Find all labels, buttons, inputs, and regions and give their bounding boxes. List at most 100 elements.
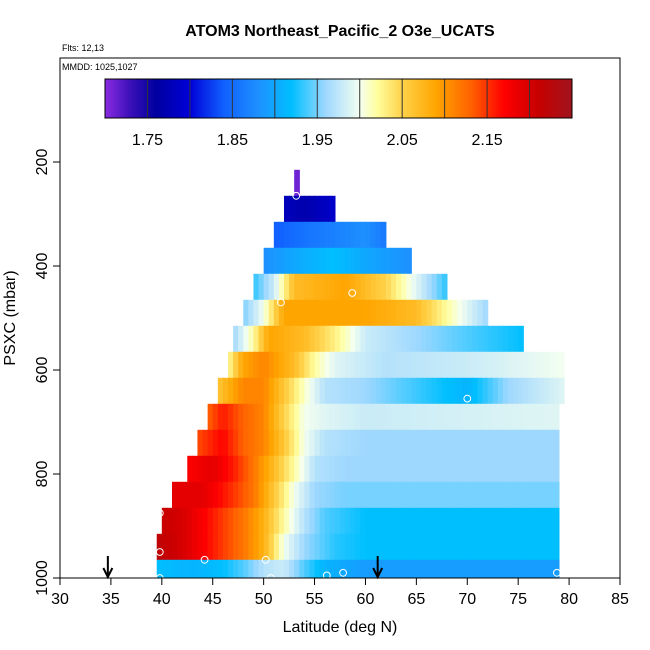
heatmap-cell bbox=[487, 455, 494, 483]
heatmap-cell bbox=[426, 377, 433, 405]
heatmap-cell bbox=[548, 481, 555, 509]
heatmap-cell bbox=[289, 299, 295, 327]
heatmap-cell bbox=[513, 455, 519, 483]
heatmap-cell bbox=[294, 247, 300, 275]
heatmap-cell bbox=[441, 299, 448, 327]
heatmap-cell bbox=[248, 533, 255, 561]
heatmap-cell bbox=[477, 533, 484, 561]
heatmap-cell bbox=[528, 455, 535, 483]
heatmap-cell bbox=[533, 351, 540, 379]
heatmap-cell bbox=[467, 325, 473, 353]
heatmap-cell bbox=[446, 403, 453, 431]
heatmap-cell bbox=[278, 507, 285, 535]
heatmap-cell bbox=[289, 273, 295, 301]
heatmap-cell bbox=[513, 533, 519, 561]
observation-marker bbox=[463, 394, 472, 403]
x-tick-label: 65 bbox=[407, 591, 425, 608]
heatmap-cell bbox=[436, 351, 443, 379]
heatmap-cell bbox=[350, 325, 356, 353]
boundary-arrows bbox=[102, 556, 384, 580]
heatmap-cell bbox=[477, 559, 484, 578]
heatmap-cell bbox=[309, 403, 316, 431]
heatmap-cell bbox=[197, 429, 204, 457]
heatmap-cell bbox=[273, 481, 280, 509]
heatmap-cell bbox=[533, 403, 540, 431]
heatmap-cell bbox=[314, 247, 321, 275]
heatmap-cell bbox=[329, 247, 336, 275]
heatmap-cell bbox=[345, 377, 351, 405]
heatmap-cell bbox=[304, 481, 311, 509]
heatmap-cell bbox=[360, 559, 367, 578]
heatmap-cell bbox=[334, 429, 341, 457]
heatmap-cell bbox=[370, 247, 377, 275]
observation-marker bbox=[155, 509, 164, 517]
heatmap-cell bbox=[289, 403, 295, 431]
heatmap-cell bbox=[543, 507, 550, 535]
heatmap-cell bbox=[314, 325, 321, 353]
heatmap-cell bbox=[375, 533, 382, 561]
heatmap-cell bbox=[299, 507, 305, 535]
heatmap-cell bbox=[273, 377, 280, 405]
heatmap-cell bbox=[304, 325, 311, 353]
heatmap-cell bbox=[518, 507, 524, 535]
heatmap-cell bbox=[212, 507, 219, 535]
observation-marker bbox=[553, 568, 561, 577]
heatmap-cell bbox=[385, 299, 392, 327]
heatmap-cell bbox=[523, 403, 529, 431]
heatmap-cell bbox=[238, 351, 244, 379]
heatmap-cell bbox=[284, 533, 290, 561]
heatmap-cell bbox=[370, 507, 377, 535]
heatmap-cell bbox=[441, 377, 448, 405]
heatmap-cell bbox=[263, 247, 270, 275]
heatmap-cell bbox=[380, 299, 387, 327]
heatmap-cell bbox=[472, 403, 479, 431]
heatmap-cell bbox=[441, 455, 448, 483]
heatmap-cell bbox=[482, 455, 489, 483]
x-tick-label: 40 bbox=[153, 591, 171, 608]
heatmap-cell bbox=[543, 481, 550, 509]
heatmap-cell bbox=[528, 351, 535, 379]
heatmap-cell bbox=[314, 299, 321, 327]
heatmap-cell bbox=[207, 403, 214, 431]
heatmap-cell bbox=[309, 325, 316, 353]
heatmap-cell bbox=[345, 559, 351, 578]
heatmap-cell bbox=[340, 377, 346, 405]
heatmap-cell bbox=[253, 351, 260, 379]
heatmap-cell bbox=[289, 377, 295, 405]
heatmap-cell bbox=[263, 273, 270, 301]
heatmap-cell bbox=[528, 507, 535, 535]
heatmap-cell bbox=[502, 429, 509, 457]
heatmap-cell bbox=[253, 559, 260, 578]
heatmap-cell bbox=[502, 481, 509, 509]
heatmap-cell bbox=[197, 507, 204, 535]
heatmap-cell bbox=[233, 507, 239, 535]
heatmap-cell bbox=[238, 481, 244, 509]
heatmap-cell bbox=[436, 377, 443, 405]
heatmap-cell bbox=[243, 299, 249, 327]
heatmap-cell bbox=[334, 273, 341, 301]
heatmap-cell bbox=[396, 507, 402, 535]
heatmap-cell bbox=[523, 481, 529, 509]
heatmap-cell bbox=[258, 403, 265, 431]
heatmap-cell bbox=[345, 247, 351, 275]
heatmap-cell bbox=[441, 325, 448, 353]
heatmap-cell bbox=[553, 481, 560, 509]
y-tick-label: 600 bbox=[34, 357, 51, 384]
heatmap-cell bbox=[202, 533, 209, 561]
heatmap-cell bbox=[482, 533, 489, 561]
heatmap-cell bbox=[284, 429, 290, 457]
heatmap-cell bbox=[284, 403, 290, 431]
heatmap-cell bbox=[319, 221, 326, 249]
heatmap-cell bbox=[523, 377, 529, 405]
heatmap-cell bbox=[411, 481, 417, 509]
heatmap-cell bbox=[406, 299, 412, 327]
heatmap-cell bbox=[462, 351, 468, 379]
heatmap-cell bbox=[401, 351, 407, 379]
heatmap-cell bbox=[538, 403, 545, 431]
heatmap-cell bbox=[207, 559, 214, 578]
heatmap-cell bbox=[416, 559, 423, 578]
heatmap-cell bbox=[472, 507, 479, 535]
heatmap-cell bbox=[421, 481, 428, 509]
heatmap-cell bbox=[513, 403, 519, 431]
heatmap-cell bbox=[268, 481, 275, 509]
